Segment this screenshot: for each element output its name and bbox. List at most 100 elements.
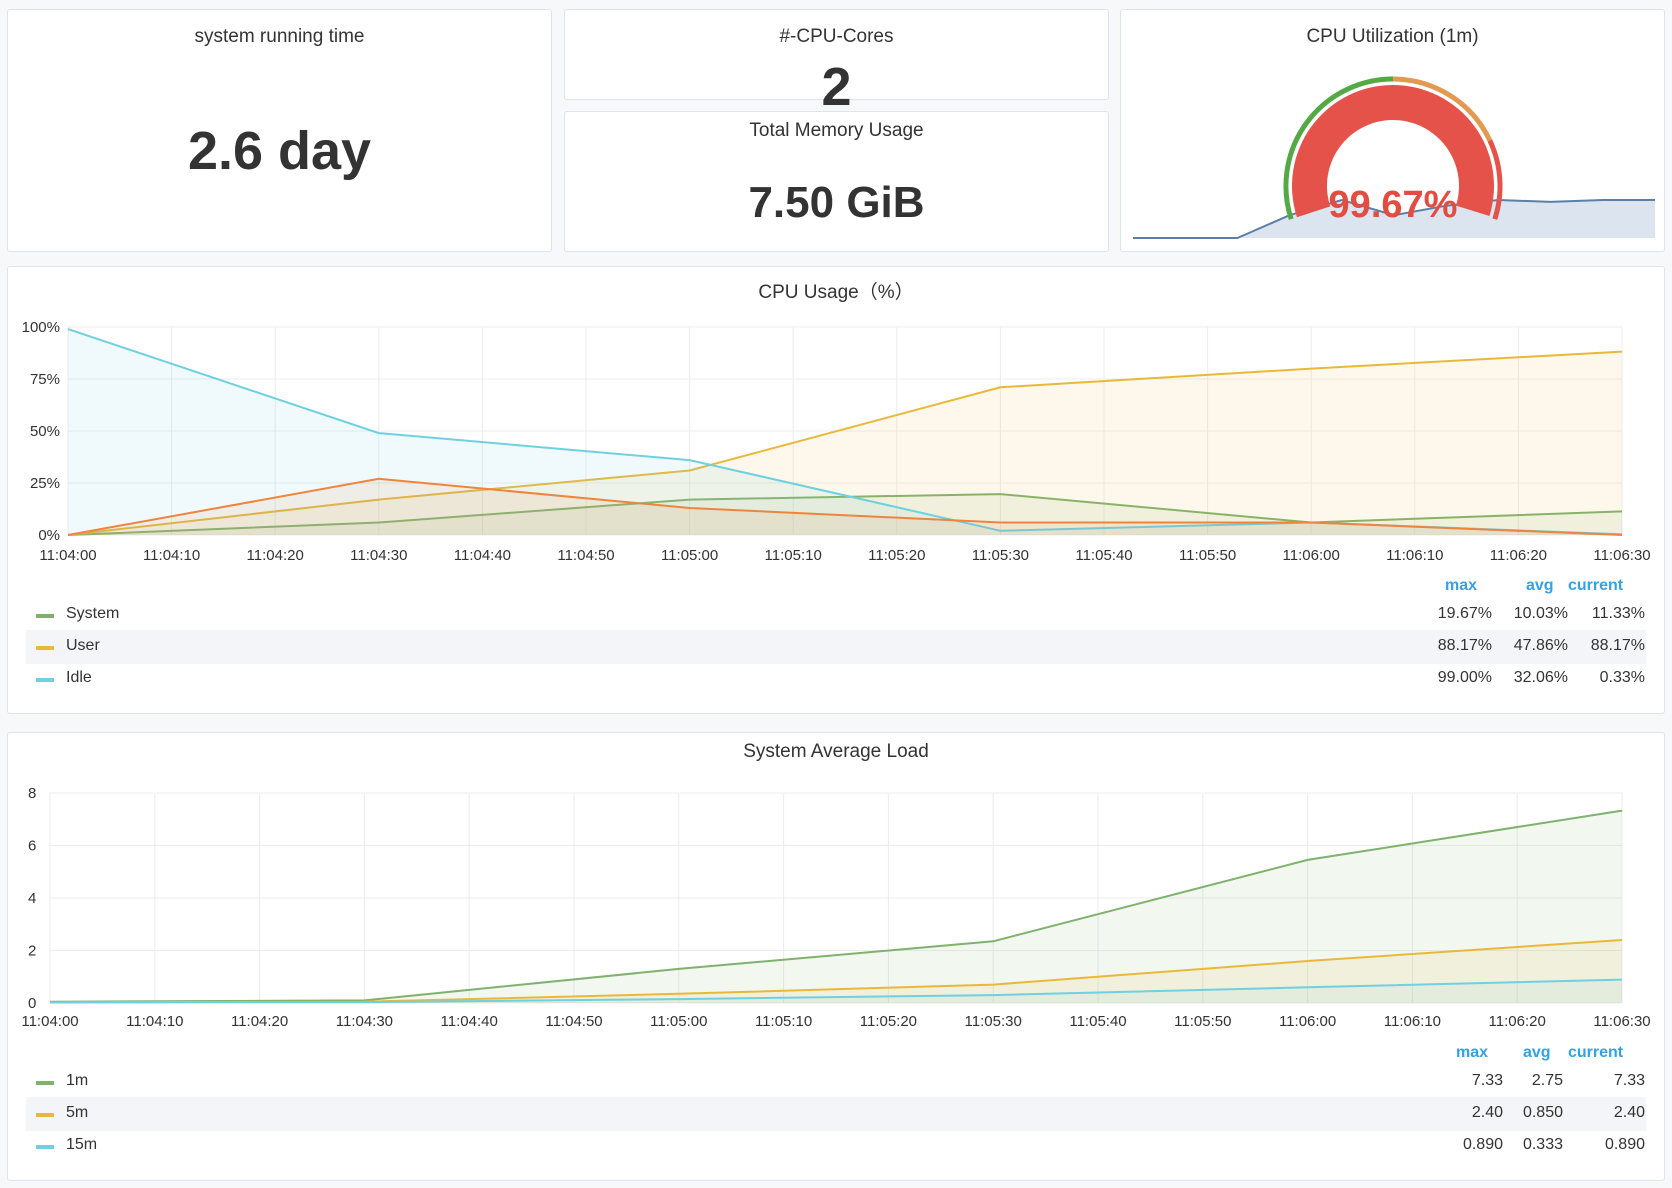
x-tick-label: 11:05:30 [972,547,1029,564]
x-tick-label: 11:04:20 [247,547,304,564]
legend-header-max[interactable]: max [1456,1044,1489,1061]
x-tick-label: 11:04:00 [39,547,96,564]
legend-swatch [36,614,54,618]
series-area-5m [50,940,1622,1003]
gauge-threshold-orange [1392,76,1493,142]
system-load-chart: 11:04:00 11:04:10 11:04:20 11:04:30 11:04:40… [21,785,1650,1030]
legend-value-current: 0.33% [1599,669,1645,686]
uptime-value: 2.6 day [187,121,372,181]
legend-item[interactable]: User 88.17% 47.86% 88.17% [26,630,1646,664]
panel-title: System Average Load [743,741,929,762]
legend-value-avg: 10.03% [1513,605,1568,622]
series-line-15m[interactable] [49,978,1623,1004]
legend-value-avg: 2.75 [1531,1072,1563,1089]
y-tick-label: 75% [30,371,60,388]
legend-value-current: 7.33 [1613,1072,1645,1089]
x-tick-label: 11:06:30 [1593,547,1650,564]
x-tick-label: 11:04:10 [126,1013,183,1030]
legend-value-max: 19.67% [1437,605,1492,622]
legend-item[interactable]: Idle 99.00% 32.06% 0.33% [26,662,1646,696]
legend-value-max: 0.890 [1462,1136,1503,1153]
legend-swatch [36,646,54,650]
legend-header-avg[interactable]: avg [1526,577,1554,594]
x-tick-label: 11:04:10 [143,547,200,564]
legend-value-max: 99.00% [1437,669,1492,686]
x-tick-label: 11:06:00 [1279,1013,1336,1030]
y-tick-label: 100% [22,319,60,336]
y-tick-label: 6 [28,838,36,855]
x-tick-label: 11:05:40 [1075,547,1132,564]
series-line-user[interactable] [67,350,1623,536]
x-tick-label: 11:06:10 [1386,547,1443,564]
cpu-usage-chart: 11:04:00 11:04:10 11:04:20 11:04:30 11:04:40… [22,319,1651,564]
x-tick-label: 11:05:10 [755,1013,812,1030]
x-tick-label: 11:06:10 [1384,1013,1441,1030]
legend-header-max[interactable]: max [1445,577,1478,594]
cpu-usage-panel[interactable]: CPU Usage（%） 11:04:00 11:04:10 11:04:20 11:… [7,266,1665,714]
system-load-panel[interactable]: System Average Load 11:04:00 11:04:10 11:0… [7,732,1665,1181]
x-tick-label: 11:06:20 [1489,1013,1546,1030]
x-tick-label: 11:04:30 [350,547,407,564]
series-area-extra [68,478,1622,535]
legend-header-current[interactable]: current [1568,577,1624,594]
legend-item[interactable]: System 19.67% 10.03% 11.33% [26,598,1646,632]
y-tick-label: 4 [28,890,36,907]
y-tick-label: 0 [28,995,36,1012]
legend-value-avg: 0.333 [1522,1136,1563,1153]
legend-series-name: System [66,605,120,622]
series-line-system[interactable] [67,493,1623,536]
legend-series-name: 15m [66,1136,98,1153]
legend-header-avg[interactable]: avg [1523,1044,1551,1061]
x-tick-label: 11:05:30 [965,1013,1022,1030]
panel-title: Total Memory Usage [749,120,924,141]
memory-panel[interactable]: Total Memory Usage 7.50 GiB [564,111,1109,252]
y-tick-label: 2 [28,943,36,960]
x-tick-label: 11:05:00 [650,1013,707,1030]
cpu-gauge: 99.67% [1133,76,1655,239]
x-tick-label: 11:04:20 [231,1013,288,1030]
legend-value-max: 2.40 [1471,1104,1503,1121]
gauge-fill [1292,84,1494,218]
legend-swatch [36,1145,54,1149]
legend-series-name: 1m [66,1072,89,1089]
series-line-1m[interactable] [49,809,1623,1003]
cpu-cores-value: 2 [821,57,852,117]
legend-series-name: 5m [66,1104,89,1121]
x-tick-label: 11:04:00 [21,1013,78,1030]
series-area-user [68,351,1622,535]
x-tick-label: 11:06:30 [1593,1013,1650,1030]
legend-swatch [36,678,54,682]
legend-swatch [36,1081,54,1085]
x-tick-label: 11:05:20 [868,547,925,564]
gauge-threshold-red [1487,139,1503,220]
legend-item[interactable]: 5m 2.40 0.850 2.40 [26,1097,1646,1131]
series-area-1m [50,810,1622,1003]
legend-item[interactable]: 15m 0.890 0.333 0.890 [26,1129,1646,1163]
legend-value-max: 7.33 [1471,1072,1503,1089]
legend-value-current: 11.33% [1591,605,1645,622]
legend-value-avg: 47.86% [1513,637,1568,654]
legend-item[interactable]: 1m 7.33 2.75 7.33 [26,1065,1646,1099]
memory-value: 7.50 GiB [748,178,925,227]
panel-title: CPU Utilization (1m) [1306,26,1479,47]
y-tick-label: 0% [38,527,60,544]
panel-title: system running time [194,26,365,47]
legend-series-name: User [66,637,100,654]
legend-value-current: 0.890 [1604,1136,1645,1153]
series-area-idle [68,329,1622,535]
x-tick-label: 11:05:10 [765,547,822,564]
uptime-panel[interactable]: system running time 2.6 day [7,9,552,252]
x-tick-label: 11:04:50 [545,1013,602,1030]
y-tick-label: 8 [28,785,36,802]
cpu-utilization-panel[interactable]: CPU Utilization (1m) 99.67% [1120,9,1665,252]
cpu-cores-panel[interactable]: #-CPU-Cores 2 [564,9,1109,117]
sparkline-area [1133,200,1655,238]
gauge-threshold-green [1283,76,1394,220]
legend-header-current[interactable]: current [1568,1044,1624,1061]
y-tick-label: 50% [30,423,60,440]
x-tick-label: 11:04:50 [557,547,614,564]
series-line-extra[interactable] [67,477,1623,536]
y-tick-label: 25% [30,475,60,492]
legend-value-current: 2.40 [1613,1104,1645,1121]
sparkline-line [1133,198,1655,239]
